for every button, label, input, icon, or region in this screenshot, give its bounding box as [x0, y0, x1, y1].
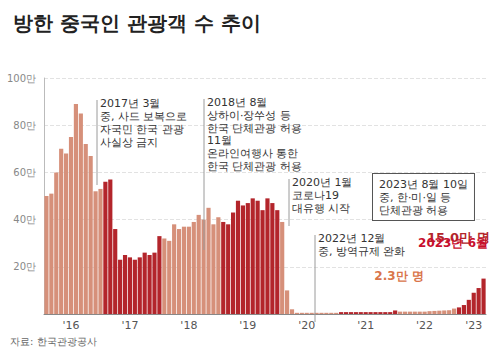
svg-text:'16: '16 — [62, 319, 79, 332]
svg-text:대유행 시작: 대유행 시작 — [292, 202, 351, 215]
svg-text:'18: '18 — [180, 319, 197, 332]
svg-text:코로나19: 코로나19 — [292, 189, 339, 202]
svg-text:2017년 3월: 2017년 3월 — [100, 97, 161, 110]
svg-text:2023년 8월 10일: 2023년 8월 10일 — [379, 178, 468, 191]
svg-text:'22: '22 — [416, 319, 433, 332]
svg-text:'19: '19 — [239, 319, 256, 332]
svg-text:온라인여행사 통한: 온라인여행사 통한 — [207, 147, 299, 160]
svg-text:2020년 1월: 2020년 1월 — [292, 176, 353, 189]
svg-text:11월: 11월 — [207, 134, 232, 147]
svg-text:2018년 8월: 2018년 8월 — [207, 96, 268, 109]
svg-text:'23: '23 — [465, 319, 482, 332]
svg-text:상하이·장쑤성 등: 상하이·장쑤성 등 — [207, 109, 291, 122]
svg-text:한국 단체관광 허용: 한국 단체관광 허용 — [207, 160, 302, 173]
svg-text:80만: 80만 — [13, 120, 36, 131]
svg-text:2.3만 명: 2.3만 명 — [374, 269, 423, 283]
svg-text:중, 사드 보복으로: 중, 사드 보복으로 — [100, 110, 188, 123]
svg-text:40만: 40만 — [13, 214, 36, 225]
svg-text:2022년 12월: 2022년 12월 — [318, 232, 386, 245]
svg-text:'21: '21 — [357, 319, 374, 332]
svg-text:사실상 금지: 사실상 금지 — [100, 136, 159, 149]
svg-text:중, 한·미·일 등: 중, 한·미·일 등 — [379, 191, 451, 204]
svg-text:2023년 6월: 2023년 6월 — [418, 236, 488, 250]
svg-text:'20: '20 — [298, 319, 315, 332]
svg-text:60만: 60만 — [13, 167, 36, 178]
svg-text:20만: 20만 — [13, 261, 36, 272]
svg-text:단체관광 허용: 단체관광 허용 — [379, 204, 449, 217]
svg-text:'17: '17 — [121, 319, 138, 332]
svg-text:자료: 한국관광공사: 자료: 한국관광공사 — [10, 336, 97, 347]
svg-text:100만: 100만 — [7, 73, 36, 84]
svg-text:한국 단체관광 허용: 한국 단체관광 허용 — [207, 122, 302, 135]
svg-text:자국민 한국 관광: 자국민 한국 관광 — [100, 123, 184, 136]
svg-text:중, 방역규제 완화: 중, 방역규제 완화 — [318, 245, 406, 258]
svg-text:방한 중국인 관광객 수 추이: 방한 중국인 관광객 수 추이 — [13, 11, 261, 35]
